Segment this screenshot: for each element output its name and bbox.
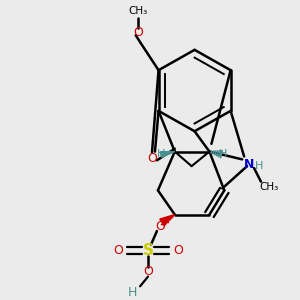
- Text: O: O: [173, 244, 183, 257]
- Text: O: O: [113, 244, 123, 257]
- Text: O: O: [133, 26, 143, 39]
- Polygon shape: [160, 214, 175, 226]
- Text: CH₃: CH₃: [128, 6, 147, 16]
- Text: H: H: [219, 148, 227, 158]
- Text: N: N: [244, 158, 254, 171]
- Text: S: S: [142, 243, 154, 258]
- Text: CH₃: CH₃: [259, 182, 278, 193]
- Text: O: O: [155, 220, 165, 233]
- Text: H: H: [157, 148, 165, 158]
- Text: O: O: [147, 152, 157, 165]
- Text: O: O: [143, 265, 153, 278]
- Text: H: H: [128, 286, 137, 298]
- Polygon shape: [160, 152, 175, 157]
- Text: H: H: [255, 161, 263, 171]
